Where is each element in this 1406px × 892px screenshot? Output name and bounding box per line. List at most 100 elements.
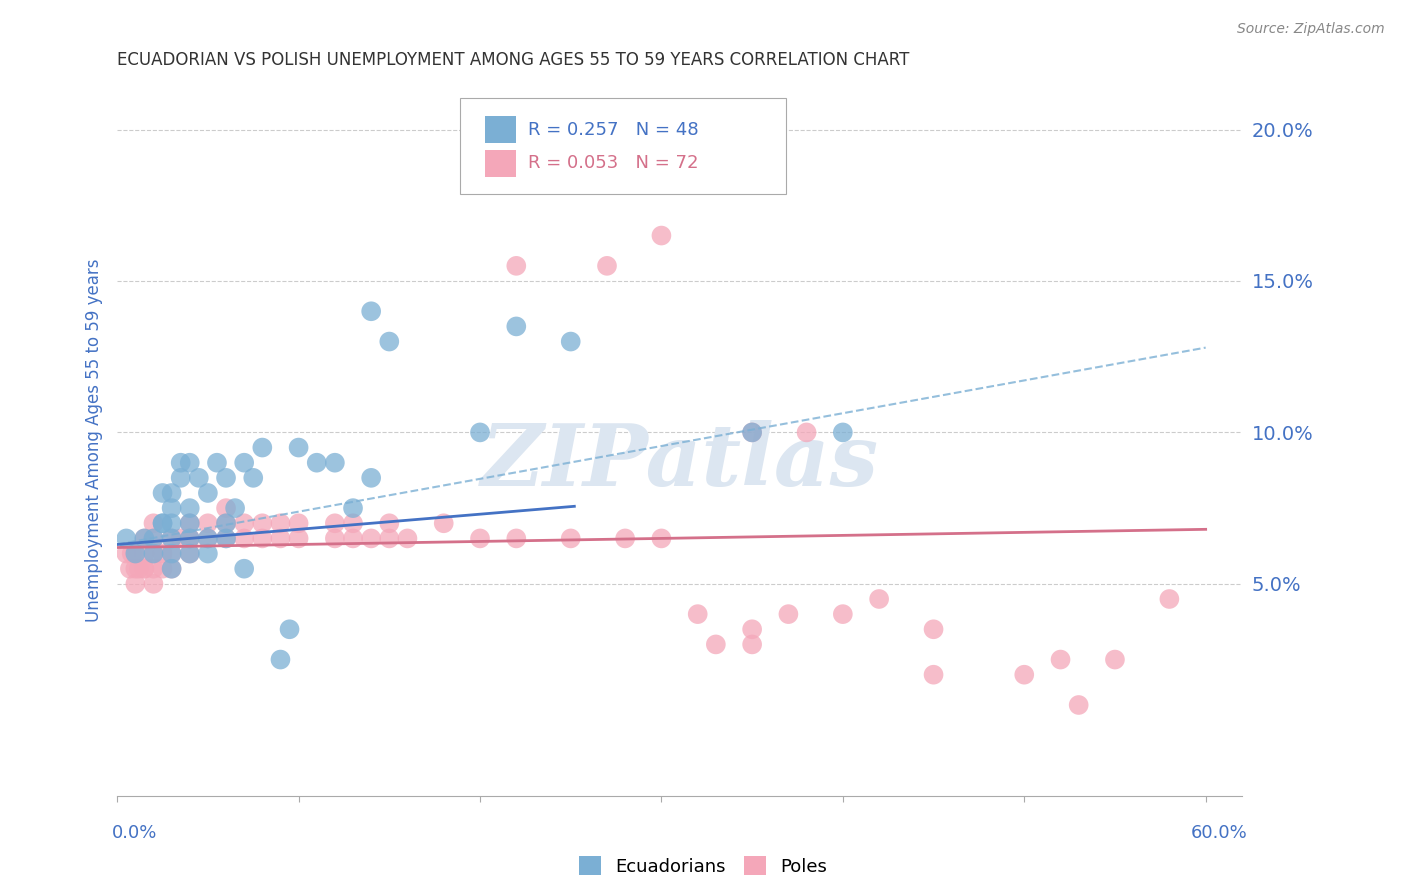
Point <box>378 516 401 531</box>
Point <box>160 501 183 516</box>
Point <box>215 471 238 485</box>
Point <box>614 532 637 546</box>
Point <box>360 471 382 485</box>
Point <box>115 547 138 561</box>
Point <box>197 532 219 546</box>
Point <box>305 456 328 470</box>
Point <box>152 547 174 561</box>
Point <box>1012 667 1035 681</box>
Point <box>142 547 165 561</box>
Point <box>160 547 183 561</box>
Text: R = 0.257   N = 48: R = 0.257 N = 48 <box>527 120 699 138</box>
Y-axis label: Unemployment Among Ages 55 to 59 years: Unemployment Among Ages 55 to 59 years <box>86 259 103 622</box>
Text: Source: ZipAtlas.com: Source: ZipAtlas.com <box>1237 22 1385 37</box>
Point <box>115 532 138 546</box>
Point <box>741 425 763 440</box>
Point <box>170 471 193 485</box>
Point <box>197 486 219 500</box>
Point <box>142 547 165 561</box>
Point <box>704 637 727 651</box>
Text: ECUADORIAN VS POLISH UNEMPLOYMENT AMONG AGES 55 TO 59 YEARS CORRELATION CHART: ECUADORIAN VS POLISH UNEMPLOYMENT AMONG … <box>117 51 910 69</box>
Point <box>187 471 209 485</box>
Point <box>170 532 193 546</box>
Legend: Ecuadorians, Poles: Ecuadorians, Poles <box>572 849 834 883</box>
Point <box>831 425 853 440</box>
Point <box>1067 698 1090 712</box>
Point <box>360 304 382 318</box>
Point <box>179 501 201 516</box>
Point <box>121 547 143 561</box>
Point <box>560 334 582 349</box>
Point <box>215 532 238 546</box>
Point <box>124 562 146 576</box>
Point <box>224 501 246 516</box>
Point <box>118 562 141 576</box>
Point <box>160 516 183 531</box>
Point <box>142 532 165 546</box>
Point <box>160 532 183 546</box>
Point <box>323 516 346 531</box>
Point <box>233 516 256 531</box>
Point <box>378 334 401 349</box>
Point <box>269 516 291 531</box>
Point <box>778 607 800 621</box>
Point <box>505 319 527 334</box>
Point <box>922 622 945 636</box>
Point <box>468 532 491 546</box>
Point <box>179 532 201 546</box>
Point <box>252 441 274 455</box>
Point <box>1159 592 1181 607</box>
Text: R = 0.053   N = 72: R = 0.053 N = 72 <box>527 154 699 172</box>
Point <box>323 532 346 546</box>
Point <box>505 532 527 546</box>
Point <box>142 562 165 576</box>
Point <box>252 532 274 546</box>
Point <box>741 637 763 651</box>
FancyBboxPatch shape <box>460 98 786 194</box>
Point <box>134 562 156 576</box>
Point <box>134 532 156 546</box>
Point <box>468 425 491 440</box>
Point <box>269 652 291 666</box>
Point <box>134 562 156 576</box>
Point <box>233 532 256 546</box>
Point <box>160 486 183 500</box>
Point <box>179 516 201 531</box>
Point <box>128 562 150 576</box>
Point <box>179 532 201 546</box>
Point <box>686 607 709 621</box>
Point <box>179 456 201 470</box>
FancyBboxPatch shape <box>485 150 516 177</box>
Point <box>160 532 183 546</box>
Point <box>433 516 456 531</box>
Point <box>252 516 274 531</box>
Point <box>152 516 174 531</box>
Point <box>378 532 401 546</box>
Point <box>287 516 309 531</box>
Point <box>215 501 238 516</box>
Point <box>741 622 763 636</box>
Text: 0.0%: 0.0% <box>111 824 157 842</box>
Point <box>152 516 174 531</box>
Point <box>505 259 527 273</box>
Point <box>1049 652 1071 666</box>
Point <box>142 532 165 546</box>
Point <box>360 532 382 546</box>
Point <box>197 532 219 546</box>
FancyBboxPatch shape <box>485 116 516 144</box>
Point <box>124 547 146 561</box>
Point <box>152 486 174 500</box>
Point <box>650 228 672 243</box>
Point <box>205 456 228 470</box>
Point <box>269 532 291 546</box>
Point <box>134 547 156 561</box>
Point <box>142 516 165 531</box>
Point <box>1104 652 1126 666</box>
Point <box>197 547 219 561</box>
Point <box>215 516 238 531</box>
Point <box>396 532 419 546</box>
Point <box>233 456 256 470</box>
Point <box>152 562 174 576</box>
Point <box>160 562 183 576</box>
Point <box>741 425 763 440</box>
